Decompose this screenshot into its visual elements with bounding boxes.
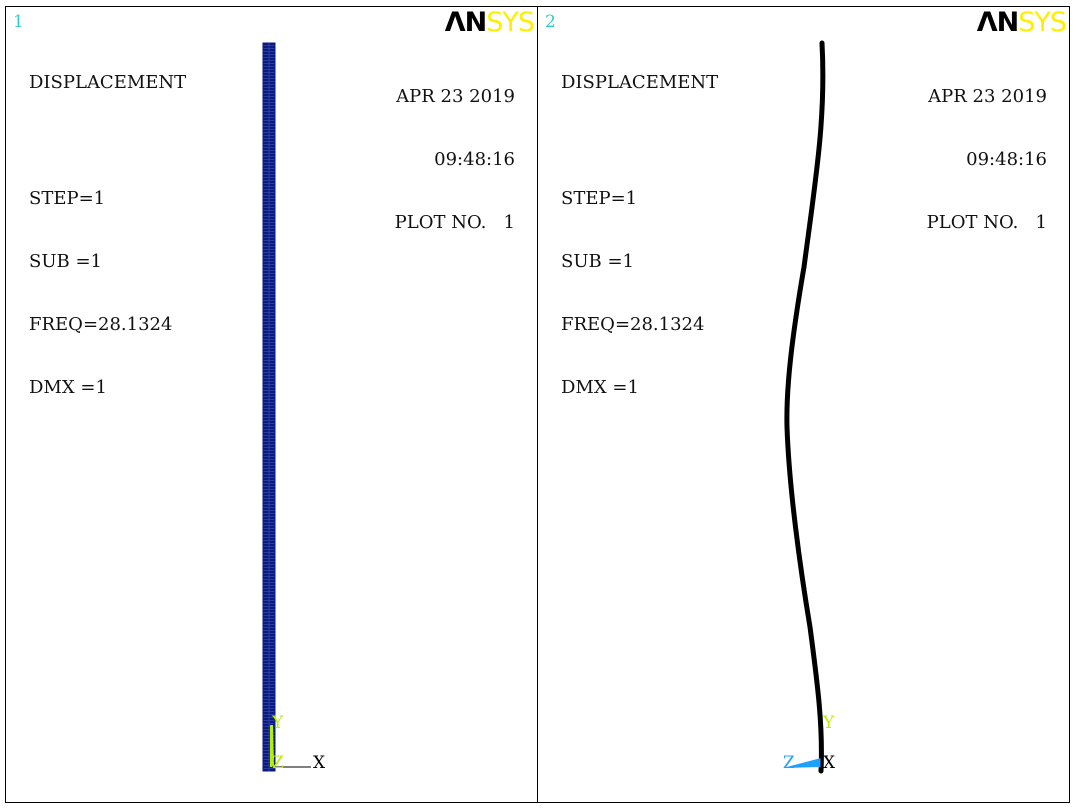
result-title: DISPLACEMENT <box>29 72 187 93</box>
date-block: APR 23 2019 09:48:16 PLOT NO. 1 <box>927 44 1047 275</box>
result-info: DISPLACEMENT STEP=1 SUB =1 FREQ=28.1324 … <box>29 30 186 440</box>
substep-label: SUB =1 <box>29 251 102 272</box>
axis-x-label: X <box>823 753 836 773</box>
viewport-2[interactable]: 2 ΛNSYS DISPLACEMENT STEP=1 SUB =1 FREQ=… <box>538 7 1069 802</box>
time-label: 09:48:16 <box>966 149 1047 170</box>
step-label: STEP=1 <box>561 188 638 209</box>
result-info: DISPLACEMENT STEP=1 SUB =1 FREQ=28.1324 … <box>561 30 718 440</box>
graphics-window[interactable]: 1 ΛNSYS DISPLACEMENT STEP=1 SUB =1 FREQ=… <box>5 6 1070 803</box>
time-label: 09:48:16 <box>434 149 515 170</box>
deformed-shape-plot[interactable]: Y Z X <box>538 7 1069 804</box>
mesh-plot[interactable]: Y Z X <box>6 7 538 804</box>
date-label: APR 23 2019 <box>396 86 515 107</box>
axis-x-label: X <box>313 753 326 773</box>
plot-number-label: PLOT NO. 1 <box>394 212 515 233</box>
viewport-1[interactable]: 1 ΛNSYS DISPLACEMENT STEP=1 SUB =1 FREQ=… <box>6 7 538 802</box>
substep-label: SUB =1 <box>561 251 634 272</box>
step-label: STEP=1 <box>29 188 106 209</box>
frequency-label: FREQ=28.1324 <box>561 314 705 335</box>
frequency-label: FREQ=28.1324 <box>29 314 173 335</box>
axis-z-label: Z <box>783 753 795 773</box>
deformed-column-shape <box>784 40 826 774</box>
axis-y-label: Y <box>271 713 284 733</box>
ansys-logo: ΛNSYS <box>976 7 1067 38</box>
viewport-number: 1 <box>13 12 24 32</box>
ansys-logo: ΛNSYS <box>444 7 535 38</box>
coordinate-triad: Y Z X <box>270 713 326 773</box>
axis-y-label: Y <box>822 713 835 733</box>
viewport-number: 2 <box>545 12 556 32</box>
dmx-label: DMX =1 <box>29 377 107 398</box>
plot-number-label: PLOT NO. 1 <box>926 212 1047 233</box>
result-title: DISPLACEMENT <box>561 72 719 93</box>
date-block: APR 23 2019 09:48:16 PLOT NO. 1 <box>395 44 515 275</box>
coordinate-triad: Y Z X <box>783 713 836 773</box>
dmx-label: DMX =1 <box>561 377 639 398</box>
date-label: APR 23 2019 <box>928 86 1047 107</box>
axis-z-label: Z <box>272 753 284 773</box>
